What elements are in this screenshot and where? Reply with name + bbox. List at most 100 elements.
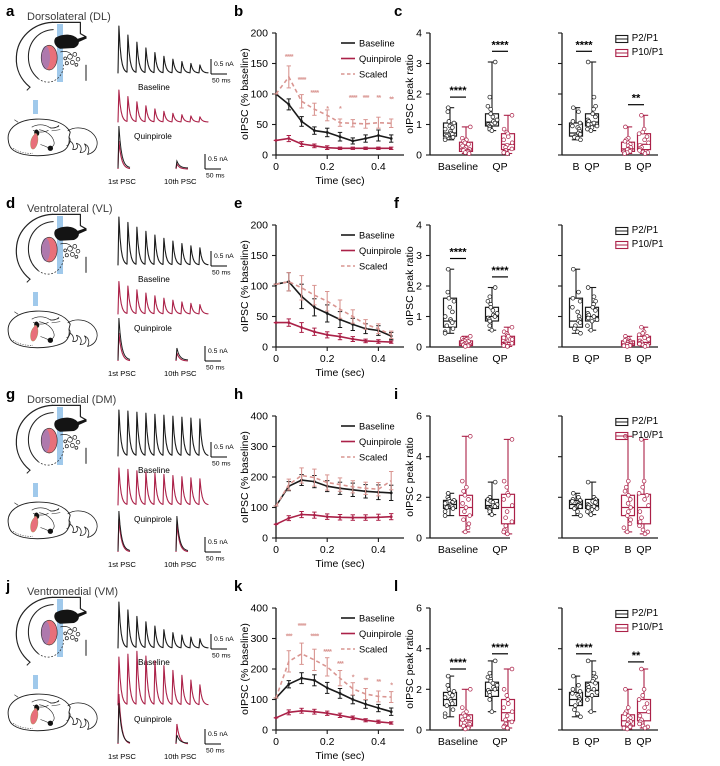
svg-text:oIPSC peak ratio: oIPSC peak ratio bbox=[404, 54, 416, 134]
svg-text:0.5 nA: 0.5 nA bbox=[208, 348, 228, 355]
svg-text:f: f bbox=[394, 195, 400, 212]
svg-text:**: ** bbox=[632, 93, 641, 105]
svg-text:****: **** bbox=[449, 657, 467, 669]
svg-text:****: **** bbox=[310, 631, 319, 640]
svg-text:Baseline: Baseline bbox=[359, 421, 395, 431]
svg-text:B: B bbox=[624, 353, 631, 365]
svg-text:Scaled: Scaled bbox=[359, 69, 387, 79]
svg-text:150: 150 bbox=[250, 58, 268, 70]
svg-text:oIPSC peak ratio: oIPSC peak ratio bbox=[404, 437, 416, 517]
svg-text:2: 2 bbox=[416, 280, 422, 292]
svg-text:0.5 nA: 0.5 nA bbox=[214, 61, 234, 68]
svg-text:B: B bbox=[624, 161, 631, 173]
svg-text:Baseline: Baseline bbox=[138, 465, 170, 475]
svg-text:e: e bbox=[234, 195, 242, 212]
svg-text:k: k bbox=[234, 578, 243, 595]
svg-text:oIPSC (% baseline): oIPSC (% baseline) bbox=[239, 240, 251, 332]
svg-text:Baseline: Baseline bbox=[359, 230, 395, 240]
svg-text:Baseline: Baseline bbox=[438, 544, 478, 556]
svg-text:Quinpirole: Quinpirole bbox=[134, 514, 172, 524]
svg-text:B: B bbox=[624, 544, 631, 556]
svg-text:Scaled: Scaled bbox=[359, 452, 387, 462]
svg-text:****: **** bbox=[298, 620, 307, 629]
svg-text:oIPSC peak ratio: oIPSC peak ratio bbox=[404, 246, 416, 326]
svg-text:0.2: 0.2 bbox=[320, 161, 335, 173]
svg-text:0: 0 bbox=[262, 150, 268, 162]
svg-text:50 ms: 50 ms bbox=[212, 461, 231, 468]
svg-text:Baseline: Baseline bbox=[138, 82, 170, 92]
svg-text:QP: QP bbox=[636, 736, 651, 748]
svg-text:50 ms: 50 ms bbox=[212, 269, 231, 276]
svg-text:50 ms: 50 ms bbox=[206, 364, 225, 371]
svg-text:1st PSC: 1st PSC bbox=[108, 369, 136, 378]
svg-text:2: 2 bbox=[416, 492, 422, 504]
svg-text:6: 6 bbox=[416, 411, 422, 423]
svg-text:200: 200 bbox=[250, 28, 268, 40]
svg-text:2: 2 bbox=[416, 683, 422, 695]
svg-text:0: 0 bbox=[273, 544, 279, 556]
svg-text:50 ms: 50 ms bbox=[212, 78, 231, 85]
svg-text:QP: QP bbox=[584, 544, 599, 556]
svg-text:Time (sec): Time (sec) bbox=[315, 175, 364, 187]
svg-text:****: **** bbox=[491, 641, 509, 653]
svg-text:QP: QP bbox=[636, 544, 651, 556]
svg-text:1st PSC: 1st PSC bbox=[108, 560, 136, 569]
svg-text:0.5 nA: 0.5 nA bbox=[208, 731, 228, 738]
svg-text:1st PSC: 1st PSC bbox=[108, 177, 136, 186]
svg-text:P10/P1: P10/P1 bbox=[632, 622, 664, 633]
svg-text:Baseline: Baseline bbox=[438, 736, 478, 748]
svg-text:150: 150 bbox=[250, 250, 268, 262]
svg-text:c: c bbox=[394, 3, 402, 20]
svg-text:h: h bbox=[234, 386, 243, 403]
svg-text:1st PSC: 1st PSC bbox=[108, 752, 136, 761]
svg-text:0.4: 0.4 bbox=[371, 736, 386, 748]
svg-text:P2/P1: P2/P1 bbox=[632, 416, 658, 427]
svg-text:QP: QP bbox=[584, 736, 599, 748]
svg-text:**: ** bbox=[632, 649, 641, 661]
svg-text:****: **** bbox=[349, 93, 358, 102]
svg-text:4: 4 bbox=[416, 219, 422, 231]
svg-text:400: 400 bbox=[250, 411, 268, 423]
svg-text:Dorsolateral (DL): Dorsolateral (DL) bbox=[27, 11, 111, 23]
svg-text:P2/P1: P2/P1 bbox=[632, 33, 658, 44]
svg-text:QP: QP bbox=[584, 161, 599, 173]
svg-text:b: b bbox=[234, 3, 243, 20]
svg-text:QP: QP bbox=[636, 353, 651, 365]
svg-text:0.4: 0.4 bbox=[371, 544, 386, 556]
svg-text:Quinpirole: Quinpirole bbox=[359, 54, 401, 64]
svg-text:200: 200 bbox=[250, 472, 268, 484]
svg-text:QP: QP bbox=[492, 353, 507, 365]
svg-text:100: 100 bbox=[250, 89, 268, 101]
svg-text:0: 0 bbox=[273, 736, 279, 748]
svg-text:l: l bbox=[394, 578, 398, 595]
svg-text:oIPSC (% baseline): oIPSC (% baseline) bbox=[239, 48, 251, 140]
svg-text:3: 3 bbox=[416, 250, 422, 262]
svg-text:Ventrolateral (VL): Ventrolateral (VL) bbox=[27, 203, 113, 215]
svg-text:**: ** bbox=[376, 677, 381, 686]
svg-text:Scaled: Scaled bbox=[359, 261, 387, 271]
svg-text:300: 300 bbox=[250, 633, 268, 645]
svg-text:0.4: 0.4 bbox=[371, 161, 386, 173]
svg-text:0: 0 bbox=[416, 724, 422, 736]
svg-text:Baseline: Baseline bbox=[359, 613, 395, 623]
svg-text:0: 0 bbox=[262, 724, 268, 736]
svg-text:400: 400 bbox=[250, 602, 268, 614]
svg-text:P2/P1: P2/P1 bbox=[632, 225, 658, 236]
svg-text:Quinpirole: Quinpirole bbox=[134, 131, 172, 141]
svg-text:****: **** bbox=[323, 646, 332, 655]
svg-text:50 ms: 50 ms bbox=[212, 652, 231, 659]
svg-text:****: **** bbox=[491, 39, 509, 51]
svg-text:0: 0 bbox=[262, 341, 268, 353]
svg-text:***: *** bbox=[337, 659, 344, 668]
svg-text:QP: QP bbox=[492, 161, 507, 173]
svg-text:0.5 nA: 0.5 nA bbox=[214, 636, 234, 643]
svg-text:6: 6 bbox=[416, 602, 422, 614]
svg-text:Quinpirole: Quinpirole bbox=[134, 714, 172, 724]
svg-text:B: B bbox=[572, 736, 579, 748]
svg-text:***: *** bbox=[286, 631, 293, 640]
svg-text:****: **** bbox=[575, 39, 593, 51]
svg-text:QP: QP bbox=[584, 353, 599, 365]
svg-text:0: 0 bbox=[416, 341, 422, 353]
svg-text:oIPSC peak ratio: oIPSC peak ratio bbox=[404, 629, 416, 709]
svg-text:Dorsomedial (DM): Dorsomedial (DM) bbox=[27, 394, 116, 406]
